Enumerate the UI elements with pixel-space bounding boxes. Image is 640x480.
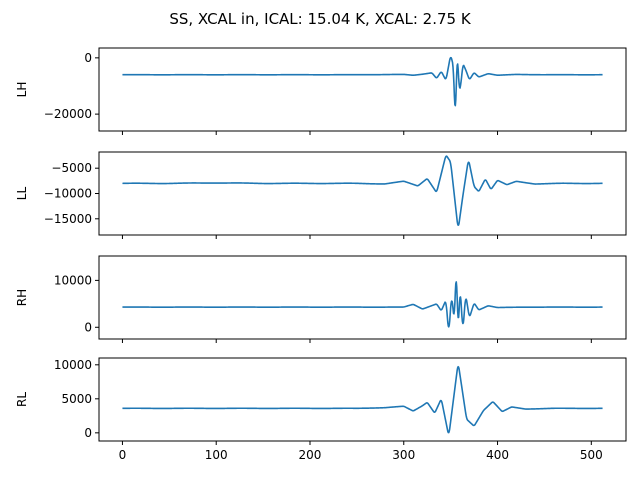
x-tick-label: 100 [205,448,228,462]
subplot-LH: 0 −20000 LH [15,47,627,135]
subplot-RL: 10000 5000 0 0 100 200 300 400 500 RL [15,357,627,462]
axes-frame [98,47,627,132]
y-tick-label: 0 [84,426,92,440]
series-line-ll [122,155,603,227]
y-axis-label: RH [15,289,29,306]
y-tick-label: −10000 [44,187,92,201]
axes-frame [98,357,627,442]
x-tick-label: 400 [486,448,509,462]
y-tick-label: −5000 [51,161,92,175]
y-tick-label: 10000 [54,273,92,287]
y-tick-label: 0 [84,51,92,65]
axes-frame [98,151,627,236]
figure-title: SS, XCAL in, ICAL: 15.04 K, XCAL: 2.75 K [169,10,472,28]
y-tick-label: −20000 [44,107,92,121]
x-tick-label: 300 [392,448,415,462]
y-axis-label: RL [15,392,29,407]
axes-frame [98,255,627,340]
y-tick-label: 0 [84,320,92,334]
x-tick-label: 200 [299,448,322,462]
subplot-LL: −5000 −10000 −15000 LL [15,151,627,239]
series-line-lh [122,56,603,107]
y-tick-label: 10000 [54,358,92,372]
y-tick-label: 5000 [61,392,92,406]
y-axis-label: LH [15,82,29,98]
x-tick-label: 0 [119,448,127,462]
subplot-RH: 10000 0 RH [15,255,627,343]
subplot-panels: 0−20000LH−5000−10000−15000LL100000RH1000… [15,47,627,462]
y-tick-label: −15000 [44,212,92,226]
series-line-rh [122,281,603,328]
series-line-rl [122,365,603,434]
y-axis-label: LL [15,187,29,201]
x-tick-label: 500 [580,448,603,462]
